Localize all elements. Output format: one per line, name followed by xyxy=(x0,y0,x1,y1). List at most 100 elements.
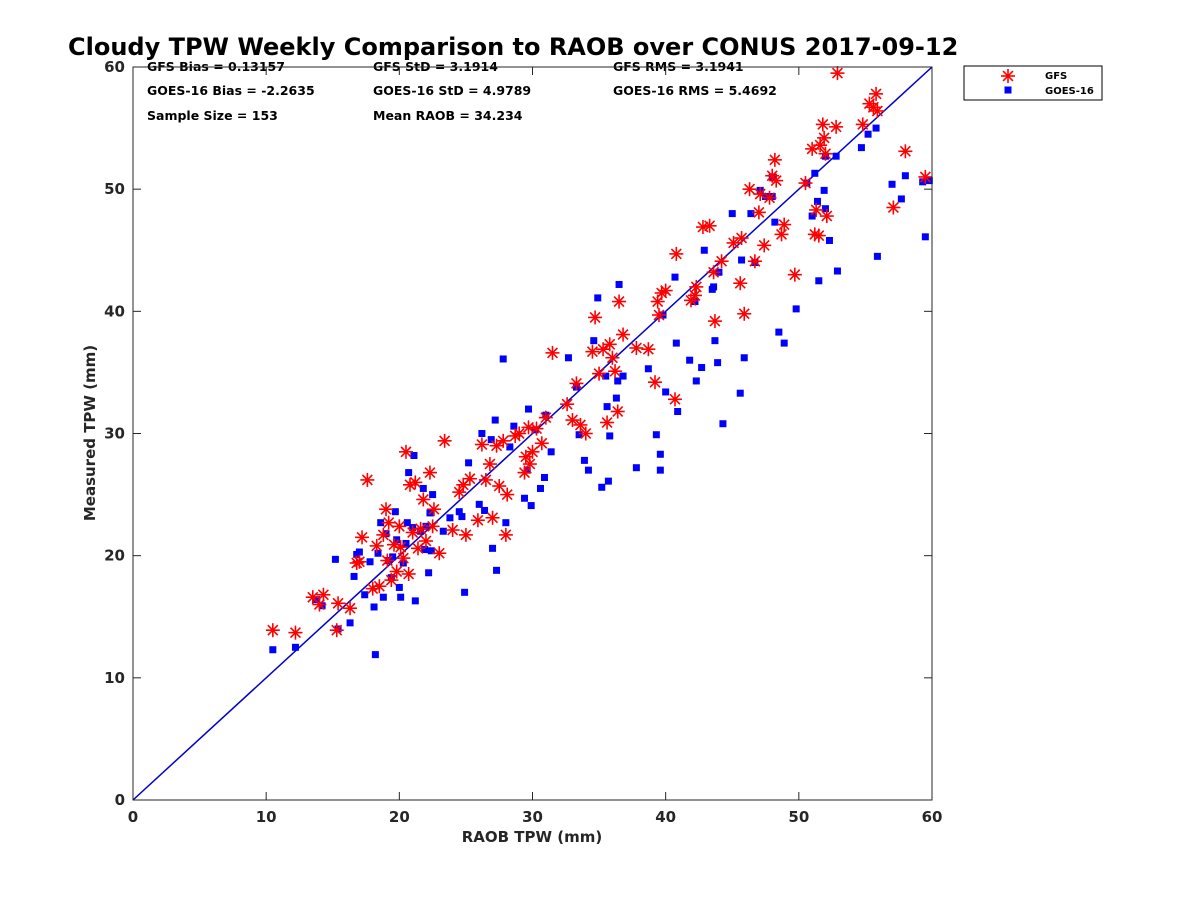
gfs-point-82 xyxy=(641,342,656,357)
gfs-point-126 xyxy=(855,117,870,132)
gfs-point-47 xyxy=(482,457,497,472)
y-tick-label-0: 0 xyxy=(115,791,125,809)
goes16-point-65 xyxy=(547,448,555,456)
goes16-point-125 xyxy=(825,236,833,244)
gfs-point-65 xyxy=(560,397,575,412)
gfs-point-113 xyxy=(787,267,802,282)
goes16-point-23 xyxy=(395,583,403,591)
gfs-point-95 xyxy=(706,265,721,280)
gfs-point-124 xyxy=(830,66,845,81)
goes16-point-106 xyxy=(740,354,748,362)
gfs-point-7 xyxy=(343,601,358,616)
goes16-point-111 xyxy=(768,192,776,200)
goes16-point-44 xyxy=(461,588,469,596)
goes16-point-73 xyxy=(598,483,606,491)
goes16-point-15 xyxy=(377,519,385,527)
gfs-point-56 xyxy=(517,465,532,480)
gfs-point-98 xyxy=(726,235,741,250)
gfs-point-46 xyxy=(478,472,493,487)
goes16-point-90 xyxy=(672,339,680,347)
goes16-point-54 xyxy=(502,519,510,527)
goes16-point-114 xyxy=(775,328,783,336)
gfs-point-79 xyxy=(612,294,627,309)
goes16-point-22 xyxy=(393,536,401,544)
gfs-point-61 xyxy=(529,421,544,436)
gfs-point-44 xyxy=(470,513,485,528)
goes16-point-113 xyxy=(771,218,779,226)
gfs-point-40 xyxy=(452,485,467,500)
goes16-point-118 xyxy=(808,212,816,220)
goes16-point-30 xyxy=(410,451,418,459)
gfs-point-117 xyxy=(809,202,824,217)
gfs-point-15 xyxy=(376,527,391,542)
goes16-point-10 xyxy=(361,591,369,599)
goes16-point-70 xyxy=(584,466,592,474)
gfs-point-89 xyxy=(669,246,684,261)
gfs-point-68 xyxy=(573,417,588,432)
gfs-point-87 xyxy=(658,283,673,298)
stat-5: GOES-16 RMS = 5.4692 xyxy=(613,83,777,98)
gfs-point-1 xyxy=(288,625,303,640)
goes16-point-43 xyxy=(458,513,466,521)
gfs-point-51 xyxy=(496,433,511,448)
gfs-point-37 xyxy=(432,546,447,561)
goes16-point-110 xyxy=(762,192,770,200)
goes16-point-107 xyxy=(747,210,755,218)
gfs-point-75 xyxy=(602,337,617,352)
gfs-point-49 xyxy=(489,438,504,453)
gfs-point-106 xyxy=(757,238,772,253)
goes16-point-121 xyxy=(815,277,823,285)
goes16-point-119 xyxy=(811,169,819,177)
gfs-point-88 xyxy=(667,392,682,407)
gfs-point-32 xyxy=(416,492,431,507)
gfs-point-9 xyxy=(352,554,367,569)
goes16-point-52 xyxy=(493,566,501,574)
goes16-point-105 xyxy=(738,256,746,264)
gfs-point-76 xyxy=(605,350,620,365)
goes16-point-89 xyxy=(671,273,679,281)
goes16-point-45 xyxy=(465,459,473,467)
goes16-point-76 xyxy=(604,477,612,485)
goes16-point-21 xyxy=(391,508,399,516)
goes16-point-62 xyxy=(536,484,544,492)
goes16-point-14 xyxy=(374,549,382,557)
goes16-point-122 xyxy=(820,186,828,194)
goes16-point-85 xyxy=(656,450,664,458)
goes16-point-55 xyxy=(506,443,514,451)
legend-label-goes16: GOES-16 xyxy=(1045,86,1094,97)
gfs-point-96 xyxy=(707,314,722,329)
gfs-point-36 xyxy=(426,502,441,517)
y-axis-label: Measured TPW (mm) xyxy=(81,345,99,521)
goes16-point-57 xyxy=(521,494,529,502)
gfs-point-110 xyxy=(769,173,784,188)
gfs-point-26 xyxy=(401,566,416,581)
goes16-point-3 xyxy=(318,602,326,610)
goes16-point-36 xyxy=(425,569,433,577)
gfs-point-93 xyxy=(695,220,710,235)
goes16-point-88 xyxy=(662,388,670,396)
gfs-point-55 xyxy=(512,426,527,441)
legend-marker-gfs xyxy=(1001,69,1015,83)
goes16-point-49 xyxy=(487,436,495,444)
goes16-point-0 xyxy=(269,646,277,654)
gfs-point-63 xyxy=(538,410,553,425)
x-tick-label-5: 50 xyxy=(788,808,809,826)
gfs-point-53 xyxy=(500,487,515,502)
goes16-point-132 xyxy=(888,180,896,188)
goes16-point-24 xyxy=(397,593,405,601)
gfs-point-109 xyxy=(767,152,782,167)
gfs-point-0 xyxy=(265,623,280,638)
goes16-point-71 xyxy=(590,337,598,345)
gfs-point-111 xyxy=(774,227,789,242)
gfs-point-60 xyxy=(525,444,540,459)
gfs-point-38 xyxy=(437,433,452,448)
stat-3: GOES-16 Bias = -2.2635 xyxy=(147,83,315,98)
goes16-point-63 xyxy=(540,473,548,481)
goes16-point-28 xyxy=(405,469,413,477)
legend-box xyxy=(963,65,1103,101)
x-tick-label-0: 0 xyxy=(128,808,138,826)
goes16-point-42 xyxy=(455,508,463,516)
goes16-point-39 xyxy=(429,491,437,499)
gfs-point-103 xyxy=(747,254,762,269)
